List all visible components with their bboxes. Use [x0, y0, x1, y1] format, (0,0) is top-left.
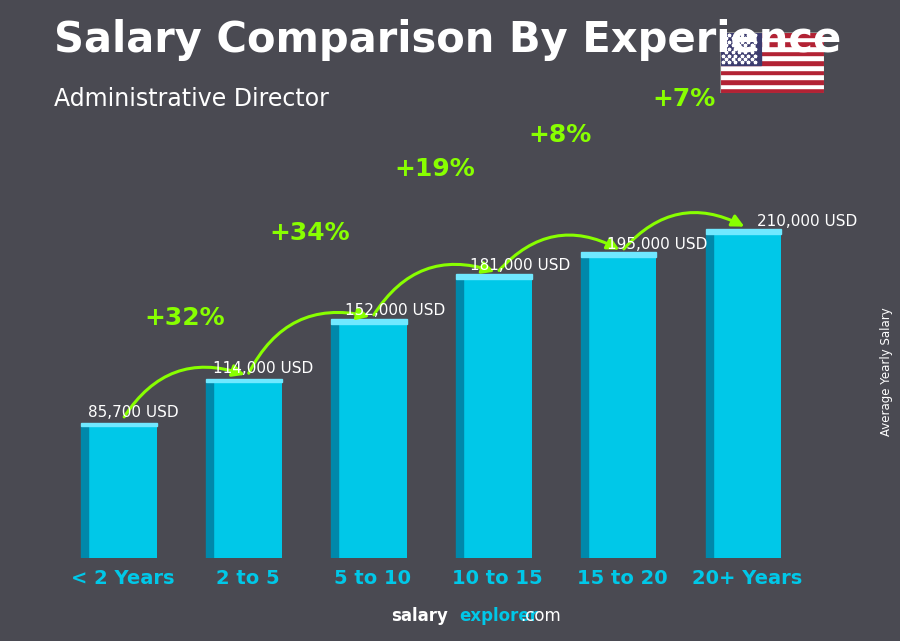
Bar [720, 60, 824, 65]
Bar [456, 279, 463, 558]
Bar [206, 379, 282, 382]
Bar [82, 426, 88, 558]
Bar [720, 37, 824, 42]
Text: Administrative Director: Administrative Director [54, 87, 328, 110]
Bar [331, 319, 407, 324]
Text: 152,000 USD: 152,000 USD [345, 303, 446, 318]
Bar [463, 279, 532, 558]
Bar [706, 235, 713, 558]
Text: 210,000 USD: 210,000 USD [757, 213, 857, 229]
Text: explorer: explorer [459, 607, 538, 625]
Text: +8%: +8% [528, 122, 591, 147]
Bar [720, 46, 824, 51]
Bar [720, 79, 824, 83]
Bar [580, 252, 656, 258]
Text: 195,000 USD: 195,000 USD [607, 237, 707, 252]
Bar [720, 74, 824, 79]
Text: +34%: +34% [270, 221, 350, 245]
Text: salary: salary [392, 607, 448, 625]
Bar [720, 51, 824, 56]
Bar [720, 65, 824, 69]
Text: Salary Comparison By Experience: Salary Comparison By Experience [54, 19, 842, 62]
Text: 181,000 USD: 181,000 USD [470, 258, 570, 273]
Bar [588, 258, 656, 558]
Bar [720, 88, 824, 93]
Bar [720, 56, 824, 60]
Text: Average Yearly Salary: Average Yearly Salary [880, 308, 893, 436]
Bar [338, 324, 407, 558]
Bar [720, 32, 824, 37]
Bar [713, 235, 781, 558]
Bar [213, 382, 282, 558]
Bar [720, 32, 761, 65]
Bar [720, 42, 824, 46]
Bar [82, 423, 157, 426]
Text: +32%: +32% [145, 306, 225, 329]
Text: 114,000 USD: 114,000 USD [212, 362, 313, 376]
Bar [720, 83, 824, 88]
Text: .com: .com [520, 607, 561, 625]
Bar [720, 69, 824, 74]
Bar [580, 258, 588, 558]
Text: +7%: +7% [652, 87, 716, 111]
Bar [88, 426, 157, 558]
Bar [206, 382, 213, 558]
Bar [331, 324, 338, 558]
Text: 85,700 USD: 85,700 USD [87, 405, 178, 420]
Bar [456, 274, 532, 279]
Text: +19%: +19% [394, 157, 475, 181]
Bar [706, 229, 781, 235]
